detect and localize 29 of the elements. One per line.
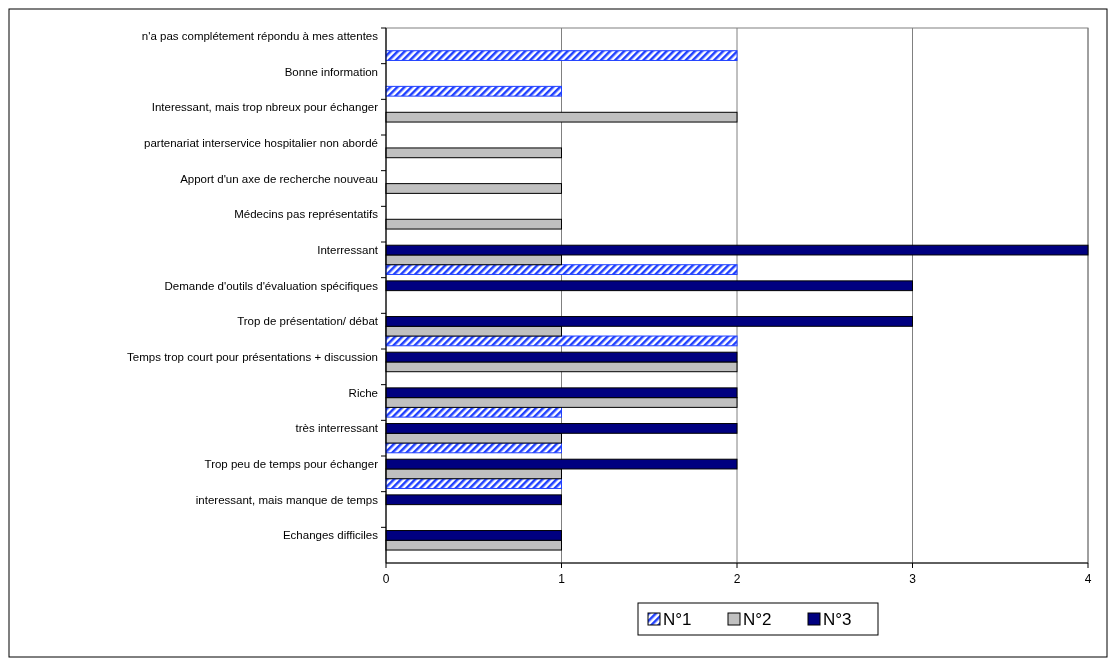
y-tick-label: Apport d'un axe de recherche nouveau [180,172,378,185]
legend-label: N°2 [743,610,772,629]
y-tick-label: Médecins pas représentatifs [234,208,379,221]
x-tick-label: 1 [558,572,566,586]
x-tick-label: 4 [1084,572,1092,586]
bar [385,85,562,97]
legend-label: N°3 [823,610,852,629]
y-tick-label: Riche [348,386,378,399]
bar [385,264,738,275]
y-tick-label: n'a pas complétement répondu à mes attentes [141,29,379,42]
y-tick-label: Interressant [317,243,379,256]
y-tick-label: Trop peu de temps pour échanger [204,457,379,470]
y-tick-label: Demande d'outils d'évaluation spécifiques [164,279,379,292]
bar [385,478,562,489]
x-tick-label: 0 [382,572,390,586]
bar [385,50,738,61]
y-tick-label: Bonne information [284,65,378,78]
y-tick-label: très interressant [295,422,379,435]
legend-label: N°1 [663,610,692,629]
y-tick-label: partenariat interservice hospitalier non abordé [144,136,378,149]
x-tick-label: 2 [733,572,741,586]
y-tick-label: Echanges difficiles [282,529,379,542]
y-tick-label: Interessant, mais trop nbreux pour échanger [151,101,379,114]
x-tick-label: 3 [909,572,917,586]
bar [385,335,738,347]
y-tick-label: Trop de présentation/ débat [237,315,379,328]
y-tick-label: interessant, mais manque de temps [195,493,379,506]
y-tick-label: Temps trop court pour présentations + discussion [127,350,378,363]
bar [385,406,562,418]
